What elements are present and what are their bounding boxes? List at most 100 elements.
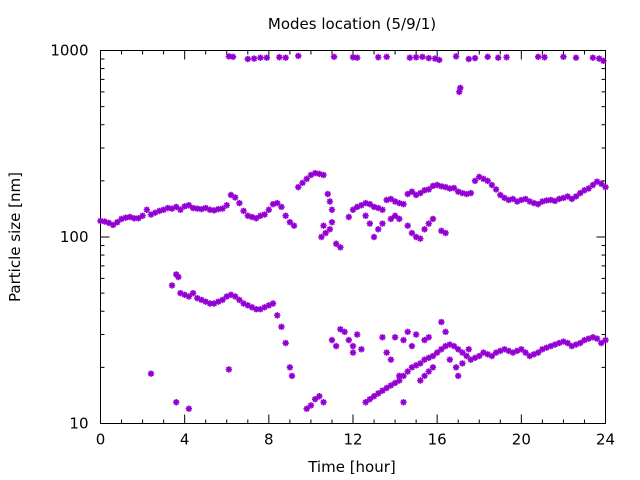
data-point (326, 226, 334, 233)
data-point (560, 194, 567, 202)
data-point (429, 364, 437, 371)
data-point (417, 360, 424, 367)
data-point (307, 402, 315, 409)
data-point (572, 193, 580, 200)
data-point (396, 372, 403, 380)
data-point (556, 195, 563, 203)
data-point (328, 336, 336, 344)
data-point (494, 54, 502, 61)
data-point (227, 291, 235, 298)
data-point (467, 189, 475, 197)
data-point (349, 206, 357, 213)
data-point (513, 347, 521, 355)
data-point (465, 55, 472, 63)
data-point (358, 202, 365, 209)
data-point (503, 54, 510, 61)
data-point (396, 215, 403, 223)
data-point (223, 202, 230, 209)
data-point (518, 196, 525, 204)
data-point (400, 336, 407, 344)
data-point (194, 294, 201, 302)
data-point (282, 212, 289, 219)
data-point (160, 206, 167, 213)
data-point (181, 291, 188, 298)
data-point (484, 53, 491, 61)
data-point (185, 293, 193, 300)
data-point (471, 177, 479, 185)
data-point (431, 55, 439, 62)
data-point (568, 342, 576, 350)
data-point (202, 204, 209, 212)
data-point (505, 347, 512, 355)
data-point (282, 54, 289, 61)
data-point (185, 202, 193, 209)
data-point (118, 215, 125, 223)
data-point (406, 54, 414, 61)
x-tick-label: 0 (96, 431, 106, 449)
data-point (412, 331, 420, 338)
data-point (391, 334, 399, 341)
data-point (219, 296, 226, 304)
data-point (295, 52, 302, 60)
data-point (375, 54, 382, 61)
data-point (526, 198, 533, 205)
data-point (488, 352, 496, 360)
data-point (391, 212, 399, 219)
y-tick-label: 1000 (50, 42, 88, 60)
data-point (492, 349, 500, 356)
ticks (100, 50, 606, 424)
data-point (526, 352, 533, 360)
data-point (354, 54, 361, 61)
data-point (332, 342, 340, 350)
data-point (345, 336, 352, 344)
data-point (417, 189, 424, 197)
data-point (147, 211, 155, 218)
data-point (189, 204, 197, 212)
data-point (396, 199, 403, 207)
data-point (572, 341, 580, 348)
data-point (471, 54, 479, 62)
data-point (173, 271, 180, 278)
data-point (290, 222, 298, 229)
data-point (522, 349, 529, 356)
data-point (303, 405, 310, 412)
data-point (328, 219, 336, 226)
data-point (492, 186, 500, 193)
data-point (282, 339, 289, 347)
data-point (257, 306, 264, 313)
data-point (288, 372, 296, 380)
data-point (465, 346, 472, 353)
data-point (442, 328, 449, 336)
data-point (455, 372, 462, 380)
data-point (387, 356, 395, 363)
data-point (547, 342, 554, 350)
data-point (236, 199, 243, 207)
data-point (459, 189, 466, 197)
data-point (370, 203, 378, 211)
data-point (231, 293, 239, 300)
data-point (425, 220, 432, 227)
data-point (513, 198, 521, 205)
data-point (97, 217, 104, 225)
data-point (225, 53, 233, 60)
data-point (404, 190, 411, 198)
data-point (223, 293, 230, 300)
data-point (379, 387, 386, 394)
data-point (530, 351, 538, 358)
data-point (261, 211, 268, 218)
data-point (194, 205, 201, 212)
data-point (366, 200, 374, 208)
data-point (446, 356, 453, 363)
data-point (581, 336, 588, 344)
data-point (274, 199, 281, 207)
data-point (177, 289, 184, 297)
data-point (248, 213, 256, 221)
data-point (227, 191, 235, 199)
data-point (509, 195, 517, 203)
data-point (539, 346, 546, 353)
data-point (602, 336, 609, 344)
data-point (421, 187, 428, 194)
x-tick-label: 24 (596, 431, 615, 449)
data-point (349, 342, 357, 350)
data-point (387, 215, 395, 223)
